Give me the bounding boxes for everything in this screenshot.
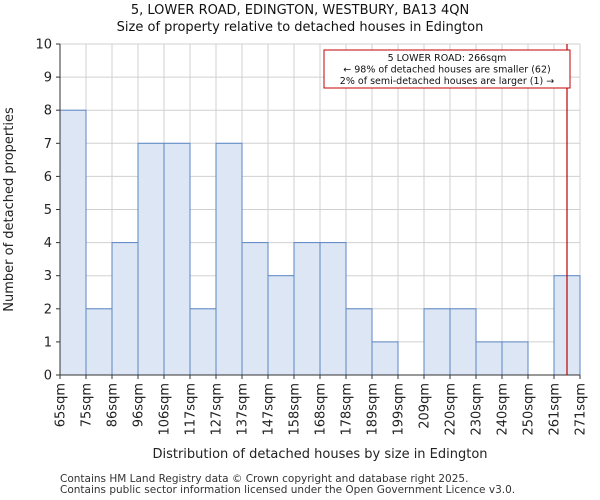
y-tick-label: 5 [44,203,52,218]
x-tick-label: 178sqm [340,383,355,436]
histogram-bar [111,242,139,376]
footer-copyright: Contains HM Land Registry data © Crown c… [60,473,469,485]
footer-licence: Contains public sector information licen… [60,484,516,496]
histogram-bar [345,308,373,376]
x-axis-title: Distribution of detached houses by size … [152,447,487,462]
x-tick-label: 250sqm [522,383,537,436]
histogram-bar [189,308,217,376]
x-tick-label: 189sqm [366,383,381,436]
histogram-bar [163,142,191,376]
y-tick-label: 3 [44,269,52,284]
y-axis-title: Number of detached properties [2,107,17,312]
x-tick-label: 271sqm [574,383,589,436]
annotation-box [323,49,571,89]
histogram-bar [371,341,399,376]
x-tick-label: 137sqm [236,383,251,436]
y-tick-label: 7 [44,137,52,152]
histogram-bar [423,308,451,376]
y-tick-label: 8 [44,104,52,119]
x-tick-label: 230sqm [470,383,485,436]
histogram-bar [241,242,269,376]
histogram-bar [137,142,165,376]
x-tick-label: 96sqm [132,383,147,427]
x-tick-label: 147sqm [262,383,277,436]
histogram-bar [85,308,113,376]
histogram-bar [267,275,295,376]
annotation-line: ← 98% of detached houses are smaller (62… [343,65,550,76]
y-tick-label: 1 [44,335,52,350]
chart-title-line1: 5, LOWER ROAD, EDINGTON, WESTBURY, BA13 … [130,3,470,18]
y-tick-label: 10 [35,38,52,53]
histogram-bar [59,109,87,376]
histogram-chart: 5 LOWER ROAD: 266sqm← 98% of detached ho… [2,38,589,463]
x-tick-label: 75sqm [80,383,95,427]
y-tick-label: 4 [44,236,52,251]
histogram-bar [501,341,529,376]
chart-title-line2: Size of property relative to detached ho… [116,20,484,35]
y-tick-label: 2 [44,302,52,317]
x-tick-label: 220sqm [444,383,459,436]
x-tick-label: 168sqm [314,383,329,436]
x-tick-label: 86sqm [106,383,121,427]
histogram-bar [319,242,347,376]
histogram-bar [449,308,477,376]
histogram-bar [293,242,321,376]
x-tick-label: 199sqm [392,383,407,436]
histogram-bar [475,341,503,376]
x-tick-label: 106sqm [158,383,173,436]
annotation-line: 5 LOWER ROAD: 266sqm [388,53,507,64]
y-tick-label: 9 [44,71,52,86]
x-tick-label: 117sqm [184,383,199,436]
annotation-line: 2% of semi-detached houses are larger (1… [340,76,554,87]
histogram-bar [215,142,243,376]
y-tick-label: 6 [44,170,52,185]
x-tick-label: 127sqm [210,383,225,436]
x-tick-label: 158sqm [288,383,303,436]
y-tick-label: 0 [44,369,52,384]
x-tick-label: 240sqm [496,383,511,436]
x-tick-label: 65sqm [54,383,69,427]
x-tick-label: 261sqm [548,383,563,436]
x-tick-label: 209qm [418,383,433,429]
